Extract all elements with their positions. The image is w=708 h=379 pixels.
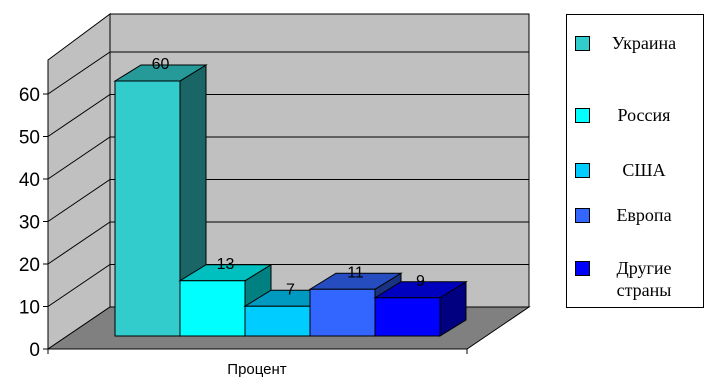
legend-item-ukraine: Украина — [575, 32, 694, 54]
legend-swatch-europe — [575, 208, 590, 223]
legend-item-europe: Европа — [575, 204, 694, 226]
bars — [113, 64, 468, 337]
gridline — [47, 179, 529, 222]
bar-front — [309, 288, 376, 337]
y-tick-label: 0 — [29, 340, 40, 361]
y-tick-labels: 0 10 20 30 40 50 60 — [19, 85, 48, 361]
legend: Украина Россия США Европа Другие страны — [566, 14, 704, 308]
data-label: 7 — [286, 281, 295, 298]
gridline — [47, 136, 529, 180]
bar-front — [374, 297, 441, 337]
bar-front — [179, 280, 246, 337]
legend-swatch-russia — [575, 108, 590, 123]
legend-label: Россия — [617, 105, 671, 125]
legend-label: Европа — [616, 205, 672, 225]
legend-item-usa: США — [575, 159, 694, 181]
gridline — [47, 264, 529, 307]
y-tick-label: 30 — [19, 213, 40, 234]
legend-swatch-ukraine — [575, 36, 590, 51]
gridline — [47, 94, 529, 137]
legend-swatch-usa — [575, 163, 590, 178]
legend-swatch-other — [575, 261, 590, 276]
y-tick-label: 50 — [19, 128, 40, 149]
legend-label: США — [622, 160, 666, 180]
category-label: Процент — [227, 361, 287, 378]
legend-item-russia: Россия — [575, 104, 694, 126]
y-tick-label: 40 — [19, 170, 40, 191]
legend-label: Украина — [611, 33, 677, 53]
y-tick-label: 60 — [19, 85, 40, 106]
data-labels: 60 13 7 11 9 — [152, 56, 425, 298]
data-label: 60 — [152, 56, 170, 73]
value-axis — [47, 60, 468, 354]
bar-front — [114, 80, 181, 337]
data-label: 13 — [217, 256, 235, 273]
y-tick-label: 20 — [19, 255, 40, 276]
bar — [113, 64, 208, 337]
data-label: 9 — [416, 273, 425, 290]
legend-item-other: Другие страны — [575, 257, 694, 301]
legend-label: Другие страны — [616, 258, 672, 300]
bar-front — [244, 305, 311, 337]
data-label: 11 — [347, 264, 364, 281]
gridline — [47, 51, 529, 95]
gridlines — [47, 51, 529, 307]
bar — [373, 280, 468, 337]
gridline — [47, 221, 529, 265]
side-wall — [47, 13, 111, 350]
y-tick-label: 10 — [19, 298, 40, 319]
